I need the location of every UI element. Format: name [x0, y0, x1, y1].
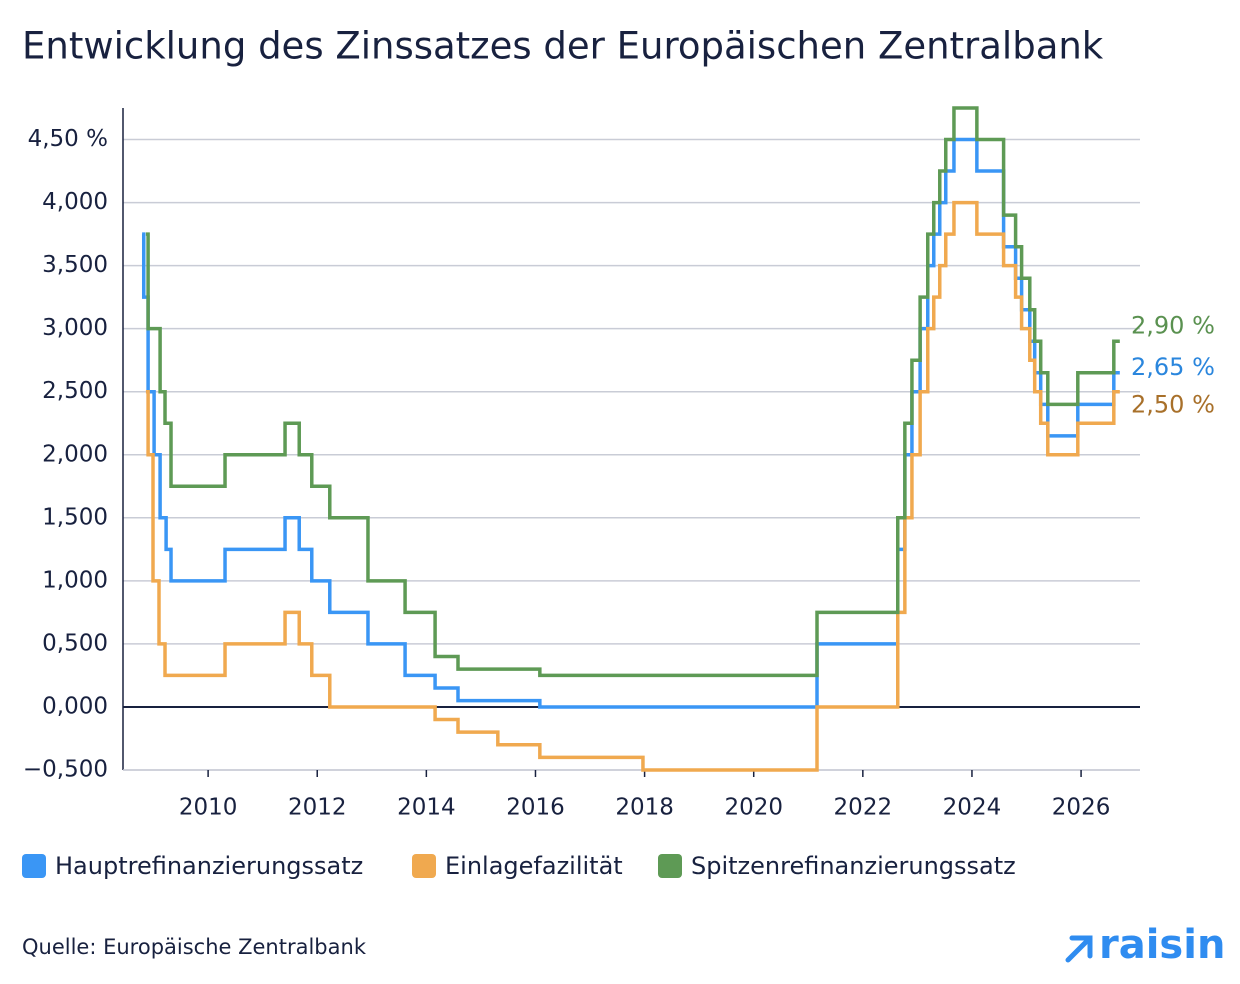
- legend-swatch: [412, 854, 436, 878]
- y-tick-label: 3,000: [42, 315, 108, 341]
- x-tick-label: 2022: [834, 795, 893, 821]
- end-label: 2,90 %: [1131, 311, 1215, 339]
- source: Quelle: Europäische Zentralbank: [22, 935, 367, 959]
- x-tick-label: 2010: [179, 795, 238, 821]
- x-tick-label: 2024: [943, 795, 1002, 821]
- end-label: 2,50 %: [1131, 391, 1215, 419]
- chart-title: Entwicklung des Zinssatzes der Europäisc…: [22, 25, 1104, 68]
- legend-swatch: [22, 854, 46, 878]
- y-tick-label: 4,50 %: [28, 126, 108, 152]
- x-tick-label: 2014: [397, 795, 456, 821]
- x-tick-label: 2020: [724, 795, 783, 821]
- y-tick-label: 0,000: [42, 693, 108, 719]
- x-tick-label: 2018: [615, 795, 674, 821]
- legend-label: Hauptrefinanzierungssatz: [55, 852, 363, 880]
- y-tick-label: 2,000: [42, 441, 108, 467]
- legend-label: Einlagefazilität: [445, 852, 623, 880]
- series-line: [145, 106, 1120, 678]
- y-tick-label: 3,500: [42, 252, 108, 278]
- y-tick-label: −0,500: [23, 757, 108, 783]
- x-tick-label: 2016: [506, 795, 565, 821]
- y-tick-label: 1,000: [42, 567, 108, 593]
- x-tick-label: 2026: [1052, 795, 1111, 821]
- x-tick-label: 2012: [288, 795, 347, 821]
- y-tick-label: 2,500: [42, 378, 108, 404]
- legend-swatch: [658, 854, 682, 878]
- logo-arrow: [1065, 935, 1093, 963]
- y-tick-label: 0,500: [42, 630, 108, 656]
- logo-text: raisin: [1099, 922, 1225, 968]
- legend-label: Spitzenrefinanzierungssatz: [691, 852, 1016, 880]
- series-line: [145, 200, 1120, 772]
- y-tick-label: 4,000: [42, 189, 108, 215]
- brand-logo: raisin: [1065, 922, 1225, 968]
- end-label: 2,65 %: [1131, 353, 1215, 381]
- y-tick-label: 1,500: [42, 504, 108, 530]
